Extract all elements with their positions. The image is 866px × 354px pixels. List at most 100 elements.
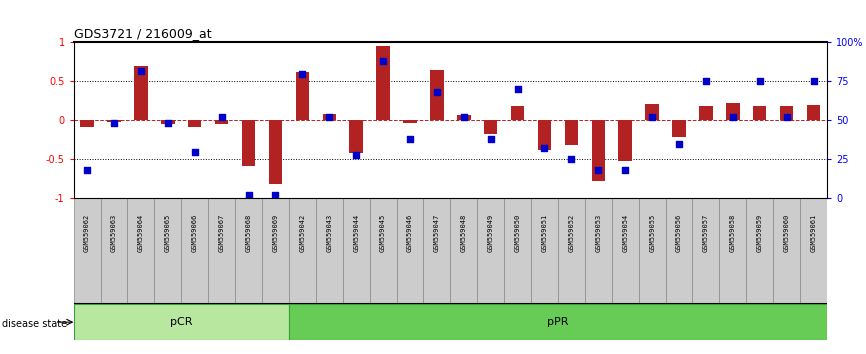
Point: [403, 136, 417, 142]
Bar: [693, 198, 720, 304]
Bar: [134, 66, 147, 120]
Bar: [565, 120, 578, 145]
Bar: [397, 198, 423, 304]
Point: [806, 79, 820, 84]
Point: [349, 152, 363, 158]
Bar: [591, 120, 605, 181]
Text: GDS3721 / 216009_at: GDS3721 / 216009_at: [74, 27, 211, 40]
Text: GSM559058: GSM559058: [730, 214, 736, 252]
Bar: [349, 120, 363, 153]
Bar: [699, 106, 713, 120]
Bar: [377, 46, 390, 120]
Bar: [188, 120, 202, 127]
Bar: [504, 198, 531, 304]
Text: disease state: disease state: [2, 319, 67, 329]
Bar: [645, 104, 659, 120]
Point: [591, 167, 605, 173]
Bar: [807, 105, 820, 120]
Text: GSM559060: GSM559060: [784, 214, 790, 252]
Bar: [208, 198, 235, 304]
Bar: [477, 198, 504, 304]
Bar: [181, 198, 208, 304]
Bar: [531, 198, 558, 304]
Bar: [726, 103, 740, 120]
Text: pPR: pPR: [547, 317, 569, 327]
Text: GSM559056: GSM559056: [676, 214, 682, 252]
Text: GSM559066: GSM559066: [191, 214, 197, 252]
Point: [457, 114, 471, 120]
Bar: [423, 198, 450, 304]
Bar: [558, 198, 585, 304]
Text: GSM559059: GSM559059: [757, 214, 763, 252]
Point: [484, 136, 498, 142]
Bar: [74, 304, 289, 340]
Bar: [618, 120, 632, 161]
Point: [134, 68, 148, 73]
Text: GSM559064: GSM559064: [138, 214, 144, 252]
Bar: [242, 120, 255, 166]
Bar: [235, 198, 262, 304]
Bar: [753, 106, 766, 120]
Text: pCR: pCR: [170, 317, 192, 327]
Text: GSM559057: GSM559057: [703, 214, 709, 252]
Bar: [511, 106, 524, 120]
Point: [645, 114, 659, 120]
Text: GSM559061: GSM559061: [811, 214, 817, 252]
Point: [376, 58, 390, 64]
Point: [538, 145, 552, 151]
Text: GSM559052: GSM559052: [568, 214, 574, 252]
Bar: [800, 198, 827, 304]
Bar: [638, 198, 666, 304]
Point: [295, 71, 309, 76]
Bar: [322, 114, 336, 120]
Bar: [81, 120, 94, 127]
Bar: [316, 198, 343, 304]
Point: [242, 192, 255, 198]
Bar: [289, 304, 827, 340]
Text: GSM559069: GSM559069: [273, 214, 278, 252]
Point: [699, 79, 713, 84]
Point: [268, 192, 282, 198]
Point: [107, 121, 121, 126]
Point: [779, 114, 793, 120]
Text: GSM559046: GSM559046: [407, 214, 413, 252]
Bar: [450, 198, 477, 304]
Point: [753, 79, 766, 84]
Point: [511, 86, 525, 92]
Text: GSM559055: GSM559055: [650, 214, 655, 252]
Bar: [295, 72, 309, 120]
Text: GSM559050: GSM559050: [514, 214, 520, 252]
Bar: [404, 120, 417, 123]
Bar: [215, 120, 229, 124]
Bar: [585, 198, 611, 304]
Bar: [538, 120, 552, 150]
Bar: [611, 198, 638, 304]
Text: GSM559068: GSM559068: [246, 214, 251, 252]
Bar: [430, 70, 443, 120]
Text: GSM559044: GSM559044: [353, 214, 359, 252]
Text: GSM559053: GSM559053: [595, 214, 601, 252]
Point: [81, 167, 94, 173]
Point: [322, 114, 336, 120]
Text: GSM559047: GSM559047: [434, 214, 440, 252]
Point: [430, 90, 443, 95]
Bar: [370, 198, 397, 304]
Bar: [484, 120, 497, 135]
Point: [672, 141, 686, 147]
Bar: [289, 198, 316, 304]
Text: GSM559048: GSM559048: [461, 214, 467, 252]
Bar: [720, 198, 746, 304]
Text: GSM559065: GSM559065: [165, 214, 171, 252]
Bar: [127, 198, 154, 304]
Point: [161, 121, 175, 126]
Bar: [672, 120, 686, 137]
Text: GSM559043: GSM559043: [326, 214, 333, 252]
Point: [726, 114, 740, 120]
Bar: [746, 198, 773, 304]
Bar: [268, 120, 282, 184]
Text: GSM559063: GSM559063: [111, 214, 117, 252]
Point: [565, 156, 578, 162]
Text: GSM559054: GSM559054: [623, 214, 628, 252]
Text: GSM559049: GSM559049: [488, 214, 494, 252]
Text: GSM559045: GSM559045: [380, 214, 386, 252]
